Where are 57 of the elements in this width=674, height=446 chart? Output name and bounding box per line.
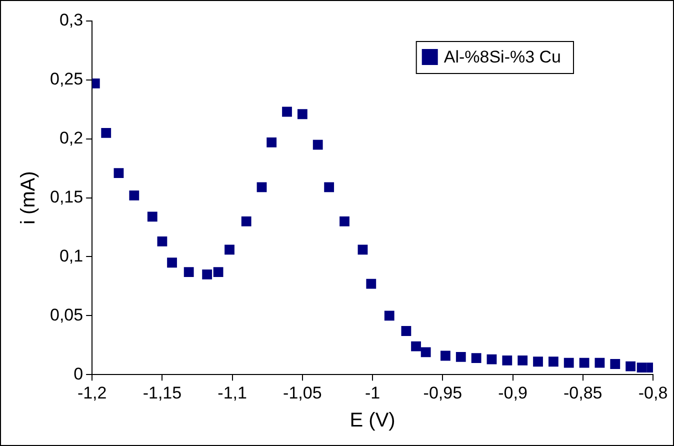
point [518, 356, 528, 366]
point [384, 310, 394, 321]
y-tick-label: 0,1 [59, 246, 84, 266]
y-tick-label: 0,25 [50, 70, 84, 89]
x-tick-label: -1,1 [218, 383, 247, 402]
point [184, 267, 194, 278]
point [456, 352, 466, 362]
x-tick-label: -1,05 [283, 383, 322, 402]
y-tick-label: 0,05 [50, 305, 84, 324]
x-tick-label: -0,85 [564, 383, 602, 402]
point [548, 356, 558, 367]
x-tick-label: -1,2 [77, 383, 107, 402]
point [167, 258, 177, 268]
x-tick-label: -0,9 [498, 383, 528, 402]
y-tick-label: 0 [74, 364, 84, 384]
point [101, 128, 112, 138]
point [324, 182, 334, 192]
x-axis-title: E (V) [350, 410, 396, 432]
x-tick-label: -0,95 [423, 383, 462, 402]
point [147, 212, 158, 222]
point [636, 362, 647, 372]
point [256, 182, 267, 192]
point [626, 361, 636, 372]
point [224, 244, 234, 255]
point [594, 358, 605, 368]
point [411, 341, 421, 352]
y-axis-title: i (mA) [18, 171, 40, 224]
point [241, 216, 252, 226]
point [340, 216, 350, 226]
y-tick-label: 0,3 [59, 10, 84, 30]
point [202, 269, 212, 280]
point [564, 358, 574, 368]
x-tick-label: -1 [364, 383, 380, 402]
point [486, 354, 497, 364]
legend-label: Al-%8Si-%3 Cu [444, 48, 562, 67]
y-tick-label: 0,15 [50, 187, 84, 206]
point [129, 190, 140, 200]
point [297, 109, 308, 120]
point [358, 244, 368, 255]
point [266, 137, 277, 148]
point [282, 106, 292, 117]
point [420, 347, 431, 358]
x-tick-label: -0,8 [638, 383, 668, 402]
y-tick-label: 0,2 [59, 128, 84, 148]
point [312, 140, 323, 150]
point [471, 353, 482, 364]
point [579, 358, 590, 368]
x-tick-label: -1,15 [142, 383, 182, 402]
point [533, 356, 543, 367]
point [114, 168, 124, 178]
point [610, 359, 620, 369]
point [157, 236, 168, 246]
point [401, 326, 412, 336]
point [213, 267, 224, 278]
point [366, 278, 376, 289]
point [440, 350, 450, 361]
point [502, 356, 512, 366]
